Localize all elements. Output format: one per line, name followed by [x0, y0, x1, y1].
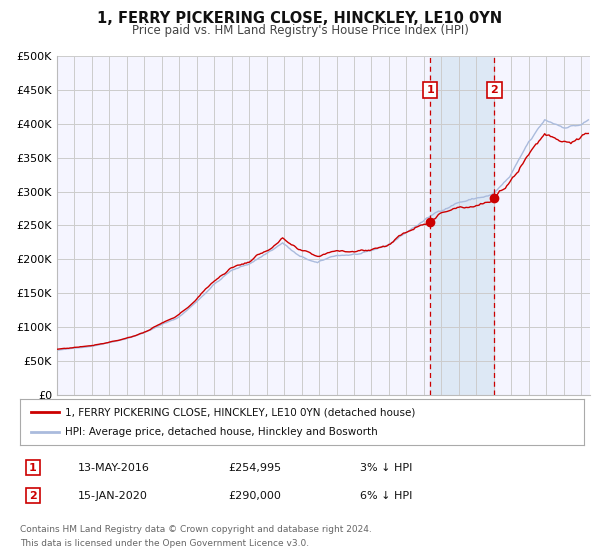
Text: 3% ↓ HPI: 3% ↓ HPI: [360, 463, 412, 473]
Text: Contains HM Land Registry data © Crown copyright and database right 2024.: Contains HM Land Registry data © Crown c…: [20, 525, 371, 534]
Text: 1: 1: [426, 85, 434, 95]
Text: Price paid vs. HM Land Registry's House Price Index (HPI): Price paid vs. HM Land Registry's House …: [131, 24, 469, 36]
Text: £290,000: £290,000: [228, 491, 281, 501]
Text: 2: 2: [29, 491, 37, 501]
Text: 6% ↓ HPI: 6% ↓ HPI: [360, 491, 412, 501]
Text: 1, FERRY PICKERING CLOSE, HINCKLEY, LE10 0YN (detached house): 1, FERRY PICKERING CLOSE, HINCKLEY, LE10…: [65, 407, 415, 417]
Text: 1, FERRY PICKERING CLOSE, HINCKLEY, LE10 0YN: 1, FERRY PICKERING CLOSE, HINCKLEY, LE10…: [97, 11, 503, 26]
Text: 15-JAN-2020: 15-JAN-2020: [78, 491, 148, 501]
Text: 2: 2: [491, 85, 498, 95]
Text: HPI: Average price, detached house, Hinckley and Bosworth: HPI: Average price, detached house, Hinc…: [65, 427, 377, 437]
Text: This data is licensed under the Open Government Licence v3.0.: This data is licensed under the Open Gov…: [20, 539, 309, 548]
Bar: [430, 56, 494, 395]
Text: 1: 1: [29, 463, 37, 473]
Text: £254,995: £254,995: [228, 463, 281, 473]
Text: 13-MAY-2016: 13-MAY-2016: [78, 463, 150, 473]
